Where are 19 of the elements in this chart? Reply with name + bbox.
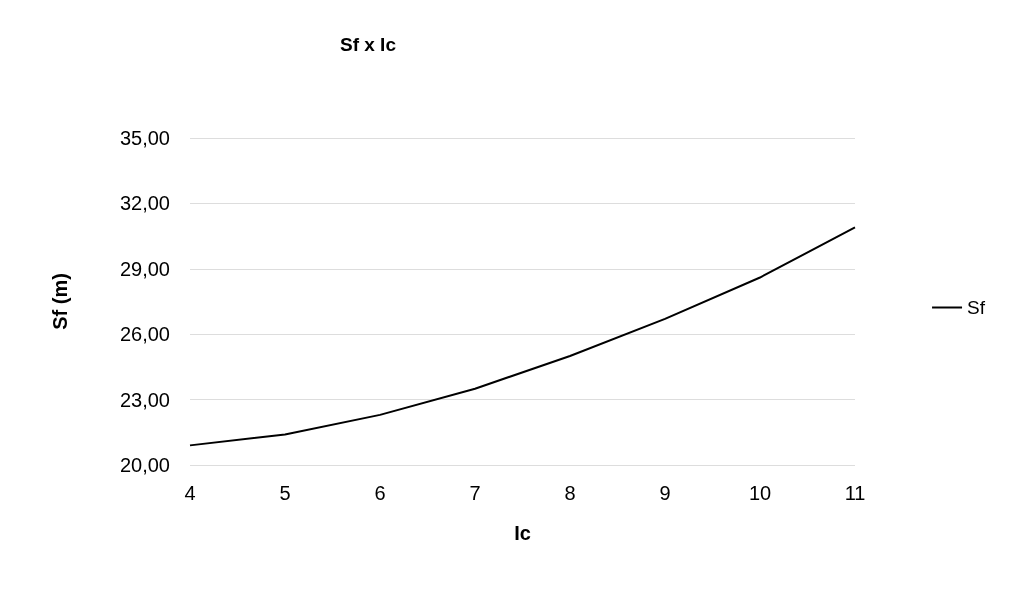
x-tick-label: 8 <box>564 482 576 504</box>
y-tick-label: 26,00 <box>119 323 170 346</box>
y-tick-label: 20,00 <box>119 454 170 476</box>
y-tick-label: 29,00 <box>119 257 170 280</box>
x-tick-label: 7 <box>469 482 481 504</box>
x-tick-label: 11 <box>844 482 866 504</box>
x-tick-label: 9 <box>659 482 671 504</box>
chart-title: Sf x Ic <box>340 34 397 55</box>
x-tick-label: 10 <box>748 482 772 504</box>
y-axis-title: Sf (m) <box>49 273 71 330</box>
legend-label: Sf <box>967 297 986 318</box>
x-tick-label: 6 <box>374 482 386 504</box>
x-tick-label: 4 <box>184 482 196 504</box>
y-tick-label: 23,00 <box>119 388 170 411</box>
x-axis-title: Ic <box>514 522 531 544</box>
y-tick-label: 32,00 <box>119 192 170 215</box>
x-tick-label: 5 <box>279 482 291 504</box>
line-series <box>189 226 856 447</box>
y-tick-label: 35,00 <box>119 127 170 149</box>
